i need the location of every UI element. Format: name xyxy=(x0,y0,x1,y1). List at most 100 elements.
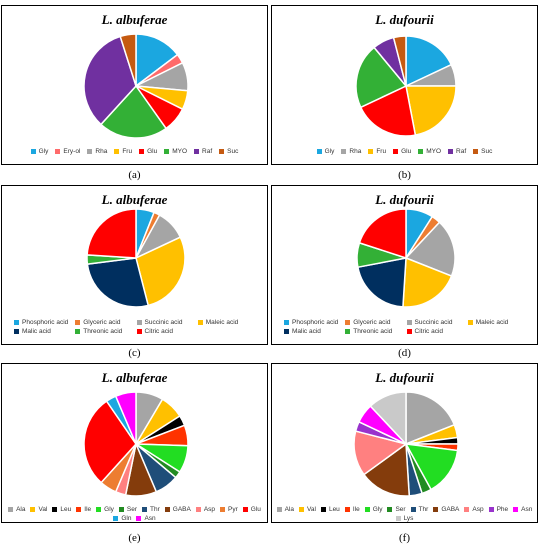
pie-slice-gly xyxy=(405,35,453,88)
legend-swatch xyxy=(406,320,412,325)
legend-swatch xyxy=(368,149,374,154)
legend-item: Ile xyxy=(76,506,91,513)
legend-label: Ala xyxy=(284,506,295,513)
pie-chart xyxy=(353,391,459,497)
legend-item: Threonic acid xyxy=(345,328,406,335)
legend-item: Val xyxy=(30,506,47,513)
chart-legend: Phosphoric acid Glyceric acid Succinic aci… xyxy=(14,319,259,335)
legend-swatch xyxy=(219,149,225,154)
legend-swatch xyxy=(448,149,454,154)
legend-label: Succinic acid xyxy=(144,319,183,326)
chart-legend: Gly Rha Fru Glu MYO Raf Suc xyxy=(272,148,537,155)
legend-item: Thr xyxy=(142,506,160,513)
legend-swatch xyxy=(8,507,14,512)
legend-item: Ile xyxy=(344,506,360,513)
legend-label: Ser xyxy=(126,506,138,513)
legend-item: Glyceric acid xyxy=(345,319,406,326)
legend-label: Phosphoric acid xyxy=(292,319,339,326)
legend-item: Phosphoric acid xyxy=(14,319,75,326)
pie-chart xyxy=(83,391,189,497)
legend-label: GABA xyxy=(441,506,460,513)
legend-item: Maleic acid xyxy=(467,319,529,326)
legend-item: Suc xyxy=(219,148,238,155)
legend-swatch xyxy=(406,329,412,334)
panel-label: (f) xyxy=(399,532,410,544)
legend-item: Fru xyxy=(368,148,386,155)
legend-label: Suc xyxy=(481,148,493,155)
chart-panel-d: L. dufourii Phosphoric acid Glyceric acid… xyxy=(271,185,538,345)
legend-item: Maleic acid xyxy=(197,319,259,326)
legend-swatch xyxy=(139,149,145,154)
legend-item: Suc xyxy=(473,148,492,155)
legend-swatch xyxy=(418,149,424,154)
legend-item: Asp xyxy=(464,506,484,513)
legend-swatch xyxy=(488,507,494,512)
legend-label: Raf xyxy=(456,148,467,155)
chart-title: L. dufourii xyxy=(375,12,434,27)
legend-item: Succinic acid xyxy=(406,319,468,326)
legend-label: Glu xyxy=(401,148,412,155)
pie-slice-asn xyxy=(114,391,137,445)
pie-slice-gaba xyxy=(362,442,411,497)
legend-item: Asp xyxy=(195,506,215,513)
chart-title: L. albuferae xyxy=(101,192,168,207)
legend-label: Val xyxy=(38,506,48,513)
legend-swatch xyxy=(284,329,289,334)
legend-item: GABA xyxy=(433,506,459,513)
legend-item: Lys xyxy=(395,515,413,522)
legend-item: Fru xyxy=(114,148,132,155)
legend-label: Thr xyxy=(150,506,160,513)
legend-swatch xyxy=(341,149,347,154)
legend-item: MYO xyxy=(418,148,441,155)
legend-swatch xyxy=(513,507,519,512)
legend-label: Gly xyxy=(324,148,335,155)
legend-item: Gly xyxy=(30,148,48,155)
legend-label: Malic acid xyxy=(22,328,51,335)
panel-label: (a) xyxy=(128,169,141,181)
chart-legend: Ala Val Leu Ile Gly Ser Thr GABA Asp Pyr Glu Gln Asn xyxy=(2,506,267,522)
legend-swatch xyxy=(410,507,416,512)
legend-swatch xyxy=(299,507,305,512)
legend-item: Ala xyxy=(8,506,25,513)
legend-item: Citric acid xyxy=(406,328,468,335)
panel-label: (d) xyxy=(398,347,411,359)
pie-chart xyxy=(355,35,457,137)
legend-swatch xyxy=(467,320,473,325)
legend-item: MYO xyxy=(164,148,187,155)
pie-slice-raf xyxy=(83,35,137,126)
pie-slice-glu xyxy=(83,400,137,484)
legend-label: Succinic acid xyxy=(414,319,453,326)
legend-label: Suc xyxy=(227,148,239,155)
chart-title: L. albuferae xyxy=(101,12,168,27)
legend-item: Pyr xyxy=(220,506,238,513)
pie-slice-fru xyxy=(405,85,457,136)
legend-swatch xyxy=(345,320,351,325)
legend-label: Gly xyxy=(372,506,383,513)
pie-slice-maleic-acid xyxy=(135,236,186,307)
legend-label: Fru xyxy=(122,148,133,155)
pie-slice-citric-acid xyxy=(86,208,137,259)
legend-item: Glyceric acid xyxy=(75,319,136,326)
chart-panel-a: L. albuferae Gly Ery-ol Rha Fru Glu MYO Raf Suc xyxy=(1,5,268,165)
legend-item: Glu xyxy=(139,148,157,155)
legend-label: Ile xyxy=(352,506,360,513)
legend-item: Gly xyxy=(96,506,114,513)
pie-slice-myo xyxy=(99,84,168,139)
pie-slice-suc xyxy=(392,35,407,87)
legend-swatch xyxy=(276,507,282,512)
legend-item: Leu xyxy=(52,506,71,513)
legend-label: Phe xyxy=(496,506,509,513)
legend-swatch xyxy=(220,507,226,512)
chart-panel-c: L. albuferae Phosphoric acid Glyceric aci… xyxy=(1,185,268,345)
legend-label: Citric acid xyxy=(414,328,444,335)
legend-swatch xyxy=(142,507,148,512)
pie-chart xyxy=(83,33,189,139)
legend-label: Gly xyxy=(104,506,114,513)
legend-label: Ala xyxy=(16,506,26,513)
legend-label: Thr xyxy=(418,506,429,513)
chart-title: L. dufourii xyxy=(375,370,434,385)
legend-swatch xyxy=(113,516,119,521)
pie-slice-maleic-acid xyxy=(402,256,453,308)
legend-swatch xyxy=(473,149,479,154)
chart-title: L. albuferae xyxy=(101,370,168,385)
